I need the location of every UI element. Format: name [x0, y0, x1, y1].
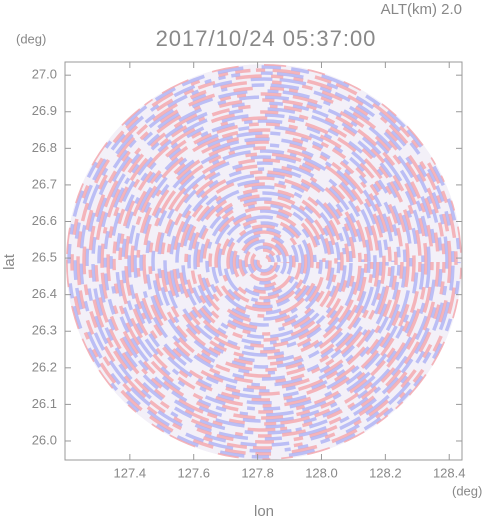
echo-ring	[88, 86, 440, 438]
x-unit: (deg)	[452, 483, 482, 498]
x-tick-label: 127.6	[177, 465, 210, 480]
echo-ring	[238, 236, 290, 288]
echo-ring	[163, 161, 365, 363]
echo-ring	[154, 152, 374, 372]
echo-ring	[127, 125, 401, 399]
echo-ring	[217, 215, 311, 309]
echo-ring	[70, 68, 458, 456]
x-tick-label: 127.4	[114, 465, 147, 480]
chart-title: 2017/10/24 05:37:00	[156, 26, 377, 51]
echo-ring	[208, 206, 320, 318]
echo-ring	[133, 131, 395, 393]
y-tick-label: 26.5	[32, 250, 57, 265]
y-unit: (deg)	[16, 31, 46, 46]
echo-ring	[229, 227, 299, 297]
echo-ring	[130, 128, 398, 396]
y-tick-label: 26.3	[32, 323, 57, 338]
echo-ring	[139, 137, 389, 387]
echo-ring	[166, 164, 362, 360]
echo-ring	[115, 113, 413, 411]
y-tick-label: 26.4	[32, 286, 57, 301]
altitude-annotation: ALT(km) 2.0	[381, 1, 462, 18]
echo-ring	[79, 77, 449, 447]
echo-ring	[178, 176, 350, 348]
echo-ring	[157, 155, 371, 369]
echo-ring	[250, 248, 278, 276]
echo-ring	[145, 143, 383, 381]
y-tick-label: 26.8	[32, 140, 57, 155]
x-tick-label: 128.2	[369, 465, 402, 480]
echo-ring	[94, 92, 434, 432]
echo-ring	[211, 209, 317, 315]
x-tick-label: 127.8	[241, 465, 274, 480]
echo-ring	[97, 95, 431, 429]
y-tick-label: 26.6	[32, 213, 57, 228]
echo-ring	[244, 242, 284, 282]
echo-ring	[214, 212, 314, 312]
echo-ring	[220, 218, 308, 306]
echo-ring	[73, 71, 455, 453]
radar-echo	[66, 64, 462, 460]
echo-ring	[205, 203, 323, 321]
echo-ring	[187, 185, 341, 339]
echo-ring	[199, 197, 329, 327]
plot-frame	[64, 61, 463, 461]
echo-ring	[76, 74, 452, 450]
echo-ring	[106, 104, 422, 420]
echo-ring	[169, 167, 359, 357]
echo-ring	[82, 80, 446, 444]
echo-ring	[190, 188, 338, 336]
y-tick-label: 26.2	[32, 359, 57, 374]
y-tick-label: 26.7	[32, 176, 57, 191]
echo-ring	[235, 233, 293, 291]
echo-ring	[136, 134, 392, 390]
echo-ring	[232, 230, 296, 294]
y-axis-label: lat	[1, 253, 18, 270]
echo-ring	[193, 191, 335, 333]
echo-ring	[256, 254, 272, 270]
y-tick-label: 27.0	[32, 67, 57, 82]
echo-ring	[184, 182, 344, 342]
echo-ring	[226, 224, 302, 300]
echo-ring	[148, 146, 380, 378]
echo-ring	[67, 65, 461, 459]
y-tick-label: 26.1	[32, 396, 57, 411]
x-tick-label: 128.0	[305, 465, 338, 480]
echo-ring	[151, 149, 377, 375]
echo-ring	[109, 107, 419, 417]
echo-ring	[160, 158, 368, 366]
echo-ring	[253, 251, 275, 273]
echo-ring	[202, 200, 326, 324]
y-tick-label: 26.9	[32, 103, 57, 118]
echo-ring	[100, 98, 428, 426]
x-tick-label: 128.4	[433, 465, 466, 480]
echo-ring	[142, 140, 386, 384]
echo-ring	[175, 173, 353, 351]
x-axis-label: lon	[254, 503, 274, 520]
echo-ring	[103, 101, 425, 423]
echo-ring	[241, 239, 287, 285]
echo-ring	[172, 170, 356, 354]
echo-ring	[196, 194, 332, 330]
echo-ring	[118, 116, 410, 408]
y-tick-label: 26.0	[32, 432, 57, 447]
echo-ring	[121, 119, 407, 405]
echo-ring	[124, 122, 404, 402]
echo-ring	[247, 245, 281, 279]
echo-ring	[223, 221, 305, 303]
echo-ring	[85, 83, 443, 441]
echo-ring	[112, 110, 416, 414]
